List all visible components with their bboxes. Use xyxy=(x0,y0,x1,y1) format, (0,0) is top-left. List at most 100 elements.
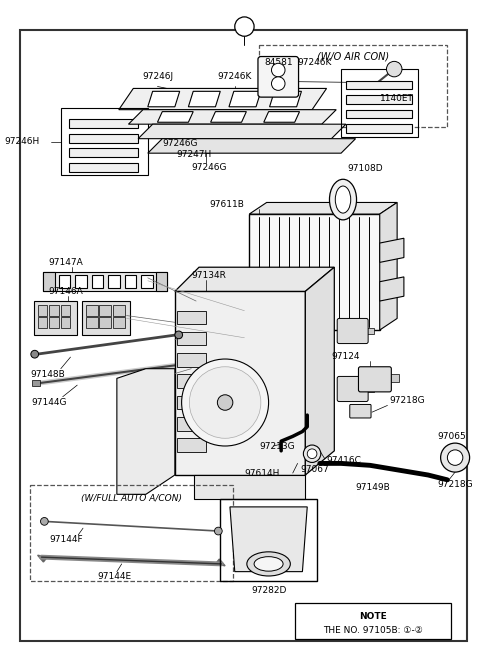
Bar xyxy=(99,305,111,316)
Bar xyxy=(346,95,412,104)
Bar xyxy=(389,375,399,382)
Bar xyxy=(346,110,412,118)
Bar xyxy=(49,318,59,328)
Polygon shape xyxy=(264,112,300,122)
Text: 97218G: 97218G xyxy=(438,480,473,489)
Circle shape xyxy=(386,62,402,77)
Bar xyxy=(346,124,412,133)
Bar xyxy=(220,499,317,581)
Polygon shape xyxy=(148,91,180,107)
Bar xyxy=(177,375,206,388)
Bar xyxy=(37,305,48,316)
Bar xyxy=(366,386,374,392)
Bar xyxy=(366,328,374,334)
Text: 97213G: 97213G xyxy=(259,442,295,451)
Bar xyxy=(32,380,39,386)
Polygon shape xyxy=(211,112,246,122)
Bar xyxy=(177,438,206,451)
Polygon shape xyxy=(305,267,334,475)
Bar xyxy=(75,275,87,289)
Text: 97218G: 97218G xyxy=(389,396,425,405)
Circle shape xyxy=(217,395,233,410)
Bar xyxy=(69,134,138,142)
Bar xyxy=(37,318,48,328)
Text: 97065: 97065 xyxy=(438,432,467,441)
Text: 97416C: 97416C xyxy=(326,456,361,465)
Polygon shape xyxy=(380,203,397,330)
Ellipse shape xyxy=(247,552,290,576)
Text: 97108D: 97108D xyxy=(348,164,384,173)
Polygon shape xyxy=(175,267,334,291)
Text: (W/O AIR CON): (W/O AIR CON) xyxy=(317,52,389,62)
Polygon shape xyxy=(129,110,336,124)
Text: 97611B: 97611B xyxy=(210,200,244,209)
Text: 97124: 97124 xyxy=(331,352,360,361)
FancyBboxPatch shape xyxy=(337,377,368,402)
Polygon shape xyxy=(380,238,404,262)
Text: 97148B: 97148B xyxy=(30,369,65,379)
Circle shape xyxy=(272,64,285,77)
Bar xyxy=(295,602,451,639)
Circle shape xyxy=(31,350,38,358)
Text: 97246H: 97246H xyxy=(4,137,39,146)
Bar xyxy=(69,163,138,171)
Polygon shape xyxy=(37,555,48,562)
Text: 97247H: 97247H xyxy=(177,150,212,160)
Polygon shape xyxy=(117,369,175,495)
Bar xyxy=(108,275,120,289)
Text: (W/FULL AUTO A/CON): (W/FULL AUTO A/CON) xyxy=(81,495,182,503)
Bar xyxy=(189,361,197,367)
Text: THE NO. 97105B: ①-②: THE NO. 97105B: ①-② xyxy=(323,626,423,635)
Bar xyxy=(69,119,138,128)
Polygon shape xyxy=(188,91,220,107)
Text: 97134R: 97134R xyxy=(191,271,226,280)
Circle shape xyxy=(307,449,317,459)
Circle shape xyxy=(303,445,321,463)
Bar xyxy=(141,275,153,289)
FancyBboxPatch shape xyxy=(350,404,371,418)
Polygon shape xyxy=(148,138,356,153)
Polygon shape xyxy=(216,559,225,566)
Text: 97144E: 97144E xyxy=(97,572,132,581)
Text: 97144G: 97144G xyxy=(32,398,67,406)
Bar xyxy=(61,318,71,328)
Bar xyxy=(30,485,233,581)
Text: 97246J: 97246J xyxy=(142,71,173,81)
Text: 97246G: 97246G xyxy=(191,163,227,172)
Polygon shape xyxy=(138,124,346,138)
Text: 97147A: 97147A xyxy=(48,258,83,267)
Bar xyxy=(59,275,71,289)
Text: 97614H: 97614H xyxy=(244,469,280,477)
Ellipse shape xyxy=(335,186,351,213)
Bar xyxy=(113,305,125,316)
Bar xyxy=(177,354,206,367)
Text: 84581: 84581 xyxy=(265,58,293,68)
Polygon shape xyxy=(194,475,305,499)
Bar xyxy=(177,396,206,409)
Ellipse shape xyxy=(254,557,283,571)
Bar xyxy=(43,272,55,291)
Text: 97146A: 97146A xyxy=(48,287,83,296)
Bar xyxy=(49,305,59,316)
Bar xyxy=(61,108,148,175)
Circle shape xyxy=(272,77,285,90)
Text: NOTE: NOTE xyxy=(359,612,387,621)
Bar xyxy=(61,305,71,316)
Polygon shape xyxy=(229,91,261,107)
Bar xyxy=(346,81,412,89)
Text: 97282D: 97282D xyxy=(251,586,286,595)
FancyBboxPatch shape xyxy=(258,56,299,97)
Bar xyxy=(86,305,97,316)
Polygon shape xyxy=(249,203,397,214)
FancyBboxPatch shape xyxy=(359,367,391,392)
Circle shape xyxy=(40,518,48,525)
Text: 97067: 97067 xyxy=(300,465,329,475)
Polygon shape xyxy=(175,291,305,475)
Bar xyxy=(113,318,125,328)
Ellipse shape xyxy=(329,179,357,220)
Bar xyxy=(69,148,138,157)
Polygon shape xyxy=(157,112,193,122)
Text: 97246K: 97246K xyxy=(297,58,331,67)
Bar xyxy=(86,318,97,328)
Bar xyxy=(341,69,419,137)
